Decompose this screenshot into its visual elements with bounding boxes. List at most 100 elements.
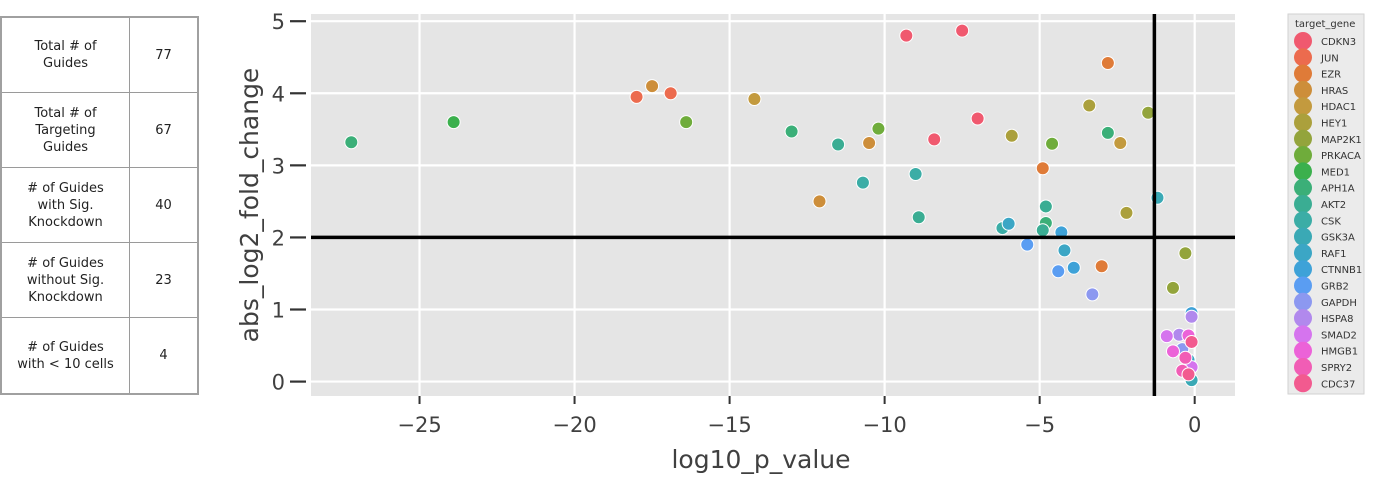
- legend-label: SPRY2: [1321, 363, 1352, 374]
- legend-marker: [1294, 113, 1312, 132]
- x-tick-label: −5: [1024, 413, 1055, 437]
- x-axis-label: log10_p_value: [671, 445, 850, 474]
- legend-label: MED1: [1321, 167, 1350, 178]
- summary-value: 67: [155, 122, 172, 138]
- legend-marker: [1294, 374, 1312, 393]
- data-point-csk: [908, 167, 923, 182]
- summary-row: # of Guides without Sig. Knockdown 23: [2, 243, 197, 318]
- legend-marker: [1294, 325, 1312, 344]
- legend-label: AKT2: [1321, 200, 1346, 211]
- data-point-cdc37: [1184, 334, 1199, 349]
- legend-marker: [1294, 146, 1312, 165]
- summary-label: Total # of Targeting Guides: [2, 93, 130, 167]
- legend-marker: [1294, 260, 1312, 279]
- summary-label: Total # of Guides: [2, 18, 130, 92]
- y-tick-label: 4: [272, 82, 285, 106]
- x-tick-label: −15: [707, 413, 751, 437]
- data-point-spry2: [1178, 350, 1193, 365]
- data-point-akt2: [1038, 199, 1053, 214]
- data-point-prkaca: [1045, 136, 1060, 151]
- y-tick-label: 0: [272, 371, 285, 395]
- summary-label: # of Guides with < 10 cells: [2, 318, 130, 393]
- data-point-akt2: [831, 137, 846, 152]
- data-point-jun: [663, 86, 678, 101]
- x-tick-label: −25: [397, 413, 441, 437]
- legend-label: SMAD2: [1321, 330, 1357, 341]
- legend-marker: [1294, 195, 1312, 213]
- data-point-hras: [812, 194, 827, 209]
- data-point-hras: [862, 136, 877, 151]
- data-point-grb2: [1020, 237, 1035, 252]
- legend-marker: [1294, 309, 1312, 328]
- legend-marker: [1294, 341, 1312, 360]
- legend-label: GAPDH: [1321, 298, 1357, 309]
- data-point-grb2: [1051, 264, 1066, 279]
- legend-marker: [1294, 64, 1312, 83]
- x-tick-label: −10: [862, 413, 906, 437]
- legend-marker: [1294, 243, 1312, 262]
- data-point-raf1: [1057, 243, 1072, 258]
- legend-label: HRAS: [1321, 86, 1348, 97]
- data-point-hspa8: [1184, 309, 1199, 324]
- data-point-ezr: [1100, 56, 1115, 71]
- data-point-cdkn3: [955, 23, 970, 38]
- summary-table: Total # of Guides 77 Total # of Targeting …: [0, 16, 199, 395]
- legend-label: JUN: [1320, 53, 1339, 64]
- summary-value: 77: [155, 47, 172, 63]
- data-point-smad2: [1159, 329, 1174, 344]
- y-tick-label: 1: [272, 299, 285, 323]
- summary-row: # of Guides with < 10 cells 4: [2, 318, 197, 393]
- legend-marker: [1294, 227, 1312, 246]
- legend-label: RAF1: [1321, 249, 1347, 260]
- data-point-csk: [855, 175, 870, 190]
- summary-value: 4: [159, 348, 168, 363]
- y-axis-label: abs_log2_fold_change: [235, 68, 264, 343]
- y-tick-label: 3: [272, 154, 285, 178]
- legend-label: CSK: [1321, 216, 1341, 227]
- legend-label: HMGB1: [1321, 347, 1358, 358]
- data-point-ctnnb1: [1066, 260, 1081, 275]
- data-point-cdkn3: [970, 111, 985, 126]
- data-point-prkaca: [871, 121, 886, 136]
- legend-label: CDKN3: [1321, 37, 1356, 48]
- legend-marker: [1294, 162, 1312, 181]
- legend-label: HEY1: [1321, 119, 1347, 130]
- legend-label: HSPA8: [1321, 314, 1353, 325]
- data-point-aph1a: [784, 124, 799, 139]
- data-point-cdkn3: [899, 28, 914, 43]
- summary-row: Total # of Guides 77: [2, 18, 197, 93]
- data-point-aph1a: [1100, 125, 1115, 140]
- legend-marker: [1294, 32, 1312, 50]
- legend-label: GSK3A: [1321, 233, 1355, 244]
- data-point-hdac1: [1113, 136, 1128, 151]
- data-point-akt2: [911, 210, 926, 225]
- summary-value: 40: [155, 197, 172, 213]
- summary-row: # of Guides with Sig. Knockdown 40: [2, 168, 197, 243]
- plot-background: [311, 14, 1235, 396]
- legend-label: APH1A: [1321, 184, 1355, 195]
- data-point-hdac1: [747, 92, 762, 107]
- legend-title: target_gene: [1295, 19, 1355, 30]
- data-point-hras: [645, 79, 660, 94]
- legend: target_gene CDKN3 JUN EZR HRAS HDAC1 HEY1 MAP2K…: [1287, 13, 1365, 395]
- legend-marker: [1294, 80, 1312, 99]
- legend-label: CTNNB1: [1321, 265, 1362, 276]
- summary-label: # of Guides without Sig. Knockdown: [2, 243, 130, 317]
- data-point-hey1: [1119, 205, 1134, 220]
- data-point-map2k1: [1165, 280, 1180, 295]
- legend-marker: [1294, 97, 1312, 116]
- legend-marker: [1294, 48, 1312, 67]
- legend-marker: [1294, 292, 1312, 311]
- summary-label: # of Guides with Sig. Knockdown: [2, 168, 130, 242]
- legend-marker: [1294, 358, 1312, 376]
- data-point-map2k1: [1178, 246, 1193, 261]
- plot-area: −25 −20 −15 −10 −5 0 0 1 2 3 4 5 log10_p_value abs_lo…: [235, 10, 1235, 474]
- legend-marker: [1294, 178, 1312, 197]
- data-point-raf1: [1001, 216, 1016, 231]
- data-point-cdkn3: [927, 132, 942, 147]
- data-point-med1: [446, 115, 461, 130]
- data-point-aph1a: [344, 135, 359, 150]
- y-tick-label: 5: [272, 10, 285, 34]
- summary-row: Total # of Targeting Guides 67: [2, 93, 197, 168]
